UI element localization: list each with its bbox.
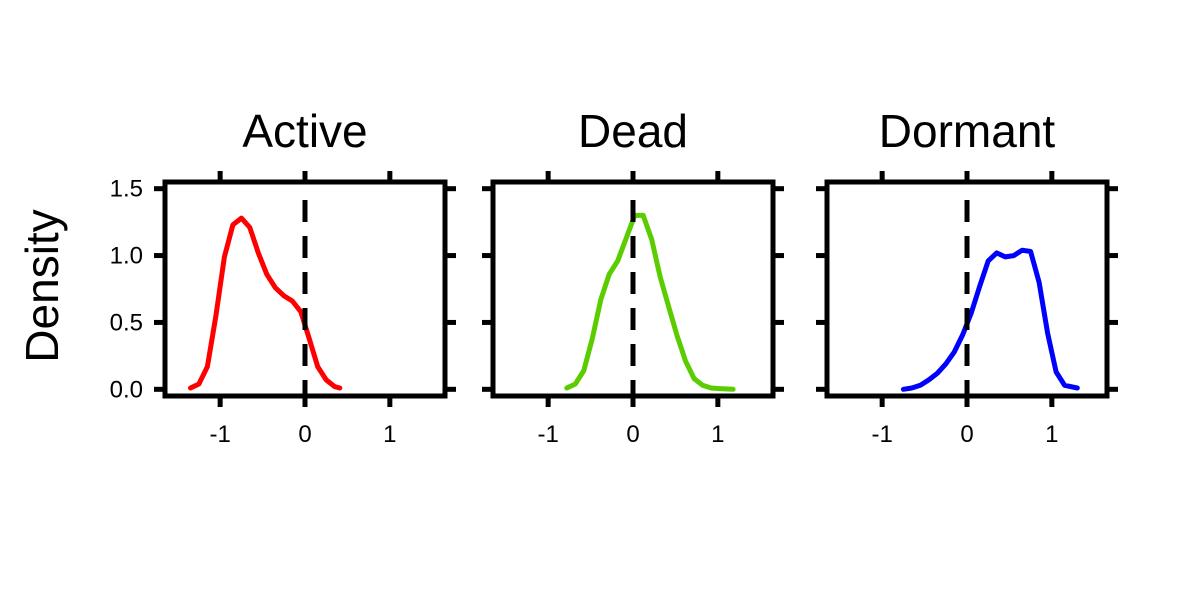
x-tick-label: -1 xyxy=(209,421,230,448)
density-curve xyxy=(900,247,1080,392)
x-tick-label: 0 xyxy=(626,421,639,448)
x-tick-label: 1 xyxy=(1045,421,1058,448)
x-tick-label: 0 xyxy=(298,421,311,448)
y-tick-label: 1.5 xyxy=(110,176,143,203)
x-tick-label: -1 xyxy=(537,421,558,448)
density-curve xyxy=(188,215,343,391)
panel-dead: Dead -1 0 1 xyxy=(482,105,784,448)
y-tick-label: 0.5 xyxy=(110,309,143,336)
x-tick-label: 1 xyxy=(383,421,396,448)
x-tick-label: 1 xyxy=(711,421,724,448)
y-axis-label: Density xyxy=(16,209,68,362)
x-tick-label: 0 xyxy=(960,421,973,448)
panel-title: Dead xyxy=(578,105,688,157)
panel-title: Active xyxy=(242,105,367,157)
density-curve xyxy=(564,212,736,392)
x-tick-label: -1 xyxy=(871,421,892,448)
y-tick-label: 1.0 xyxy=(110,243,143,270)
panel-dormant: Dormant -1 0 1 xyxy=(816,105,1118,448)
panel-active: Active -1 0 1 0.0 0.5 1.0 1.5 xyxy=(110,105,456,448)
y-tick-label: 0.0 xyxy=(110,376,143,403)
panel-title: Dormant xyxy=(879,105,1056,157)
